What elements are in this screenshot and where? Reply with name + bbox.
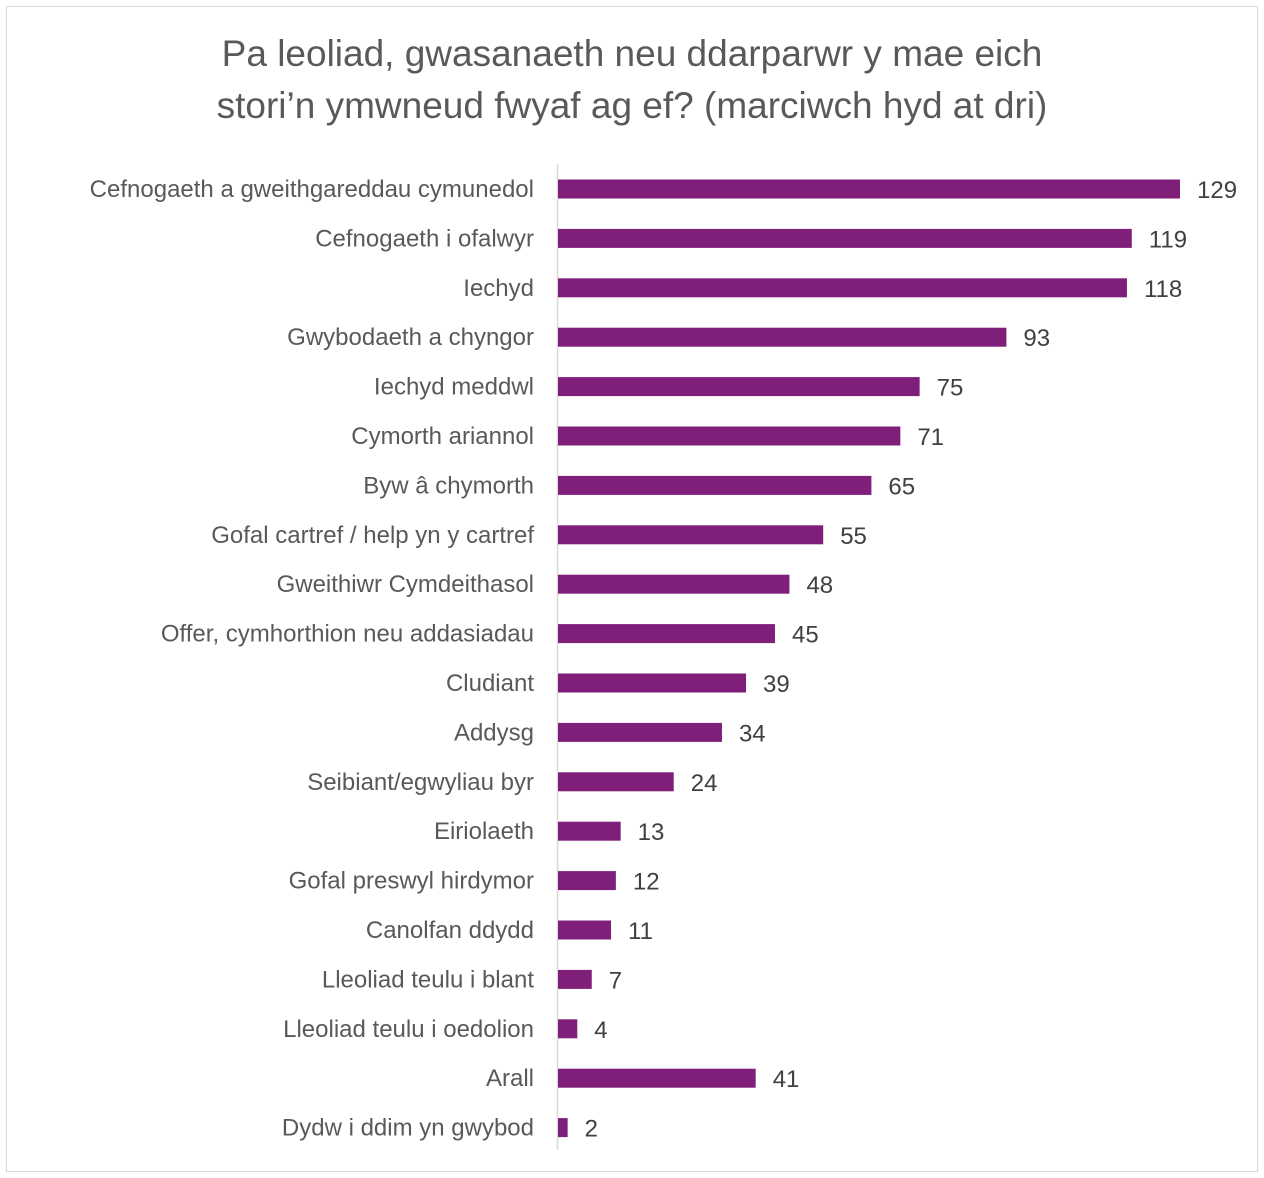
bar: [558, 426, 901, 446]
category-label: Byw â chymorth: [363, 472, 534, 499]
bar-value-label: 4: [594, 1017, 607, 1044]
bar: [558, 1118, 568, 1138]
category-label: Seibiant/egwyliau byr: [307, 769, 534, 796]
bar-value-label: 75: [937, 375, 964, 402]
bar-value-label: 55: [840, 523, 867, 550]
bar-series: Cefnogaeth a gweithgareddau cymunedol 129…: [90, 176, 1237, 1143]
chart-title: Pa leoliad, gwasanaeth neu ddarparwr y m…: [0, 28, 1264, 132]
bar-value-label: 39: [763, 671, 790, 698]
bar-value-label: 119: [1149, 226, 1187, 253]
category-label: Lleoliad teulu i blant: [322, 966, 534, 993]
category-label: Iechyd: [463, 275, 534, 302]
bar: [558, 525, 824, 545]
bar-value-label: 24: [691, 770, 718, 797]
bar-value-label: 129: [1197, 177, 1237, 204]
chart-title-line-2: stori’n ymwneud fwyaf ag ef? (marciwch h…: [216, 85, 1048, 126]
bar-value-label: 93: [1023, 325, 1050, 352]
chart-title-line-1: Pa leoliad, gwasanaeth neu ddarparwr y m…: [221, 33, 1043, 74]
bar: [558, 920, 612, 940]
bar-value-label: 13: [638, 819, 665, 846]
bar-value-label: 12: [633, 869, 660, 896]
category-label: Addysg: [454, 719, 534, 746]
bar-value-label: 118: [1144, 276, 1182, 303]
bar-value-label: 65: [888, 473, 915, 500]
category-label: Arall: [486, 1065, 534, 1092]
bar: [558, 327, 1007, 347]
bar: [558, 228, 1132, 248]
category-label: Eiriolaeth: [434, 818, 534, 845]
category-label: Gofal preswyl hirdymor: [289, 868, 534, 895]
bar: [558, 179, 1180, 199]
bar-value-label: 7: [609, 967, 622, 994]
bar: [558, 673, 747, 693]
category-label: Cefnogaeth a gweithgareddau cymunedol: [90, 176, 534, 203]
bar: [558, 1068, 756, 1088]
bar: [558, 821, 621, 841]
bar-value-label: 71: [917, 424, 944, 451]
bar: [558, 475, 872, 495]
bar-value-label: 41: [773, 1066, 800, 1093]
category-label: Gofal cartref / help yn y cartref: [211, 522, 534, 549]
category-label: Cefnogaeth i ofalwyr: [315, 225, 534, 252]
bar: [558, 772, 674, 792]
bar: [558, 574, 790, 594]
category-label: Cymorth ariannol: [351, 423, 534, 450]
bar-value-label: 45: [792, 622, 819, 649]
bar: [558, 871, 616, 891]
bar: [558, 722, 722, 742]
category-label: Gweithiwr Cymdeithasol: [277, 571, 534, 598]
bar: [558, 377, 920, 397]
category-label: Cludiant: [446, 670, 534, 697]
bar: [558, 624, 775, 644]
category-label: Offer, cymhorthion neu addasiadau: [161, 621, 534, 648]
bar-value-label: 2: [585, 1116, 598, 1143]
bar: [558, 1019, 578, 1039]
category-label: Gwybodaeth a chyngor: [287, 324, 534, 351]
category-label: Dydw i ddim yn gwybod: [282, 1115, 534, 1142]
bar-value-label: 48: [806, 572, 833, 599]
bar-value-label: 34: [739, 720, 766, 747]
category-label: Canolfan ddydd: [366, 917, 534, 944]
category-label: Iechyd meddwl: [374, 374, 534, 401]
category-label: Lleoliad teulu i oedolion: [283, 1016, 534, 1043]
bar: [558, 278, 1127, 298]
bar-value-label: 11: [628, 918, 653, 945]
bar: [558, 969, 592, 989]
